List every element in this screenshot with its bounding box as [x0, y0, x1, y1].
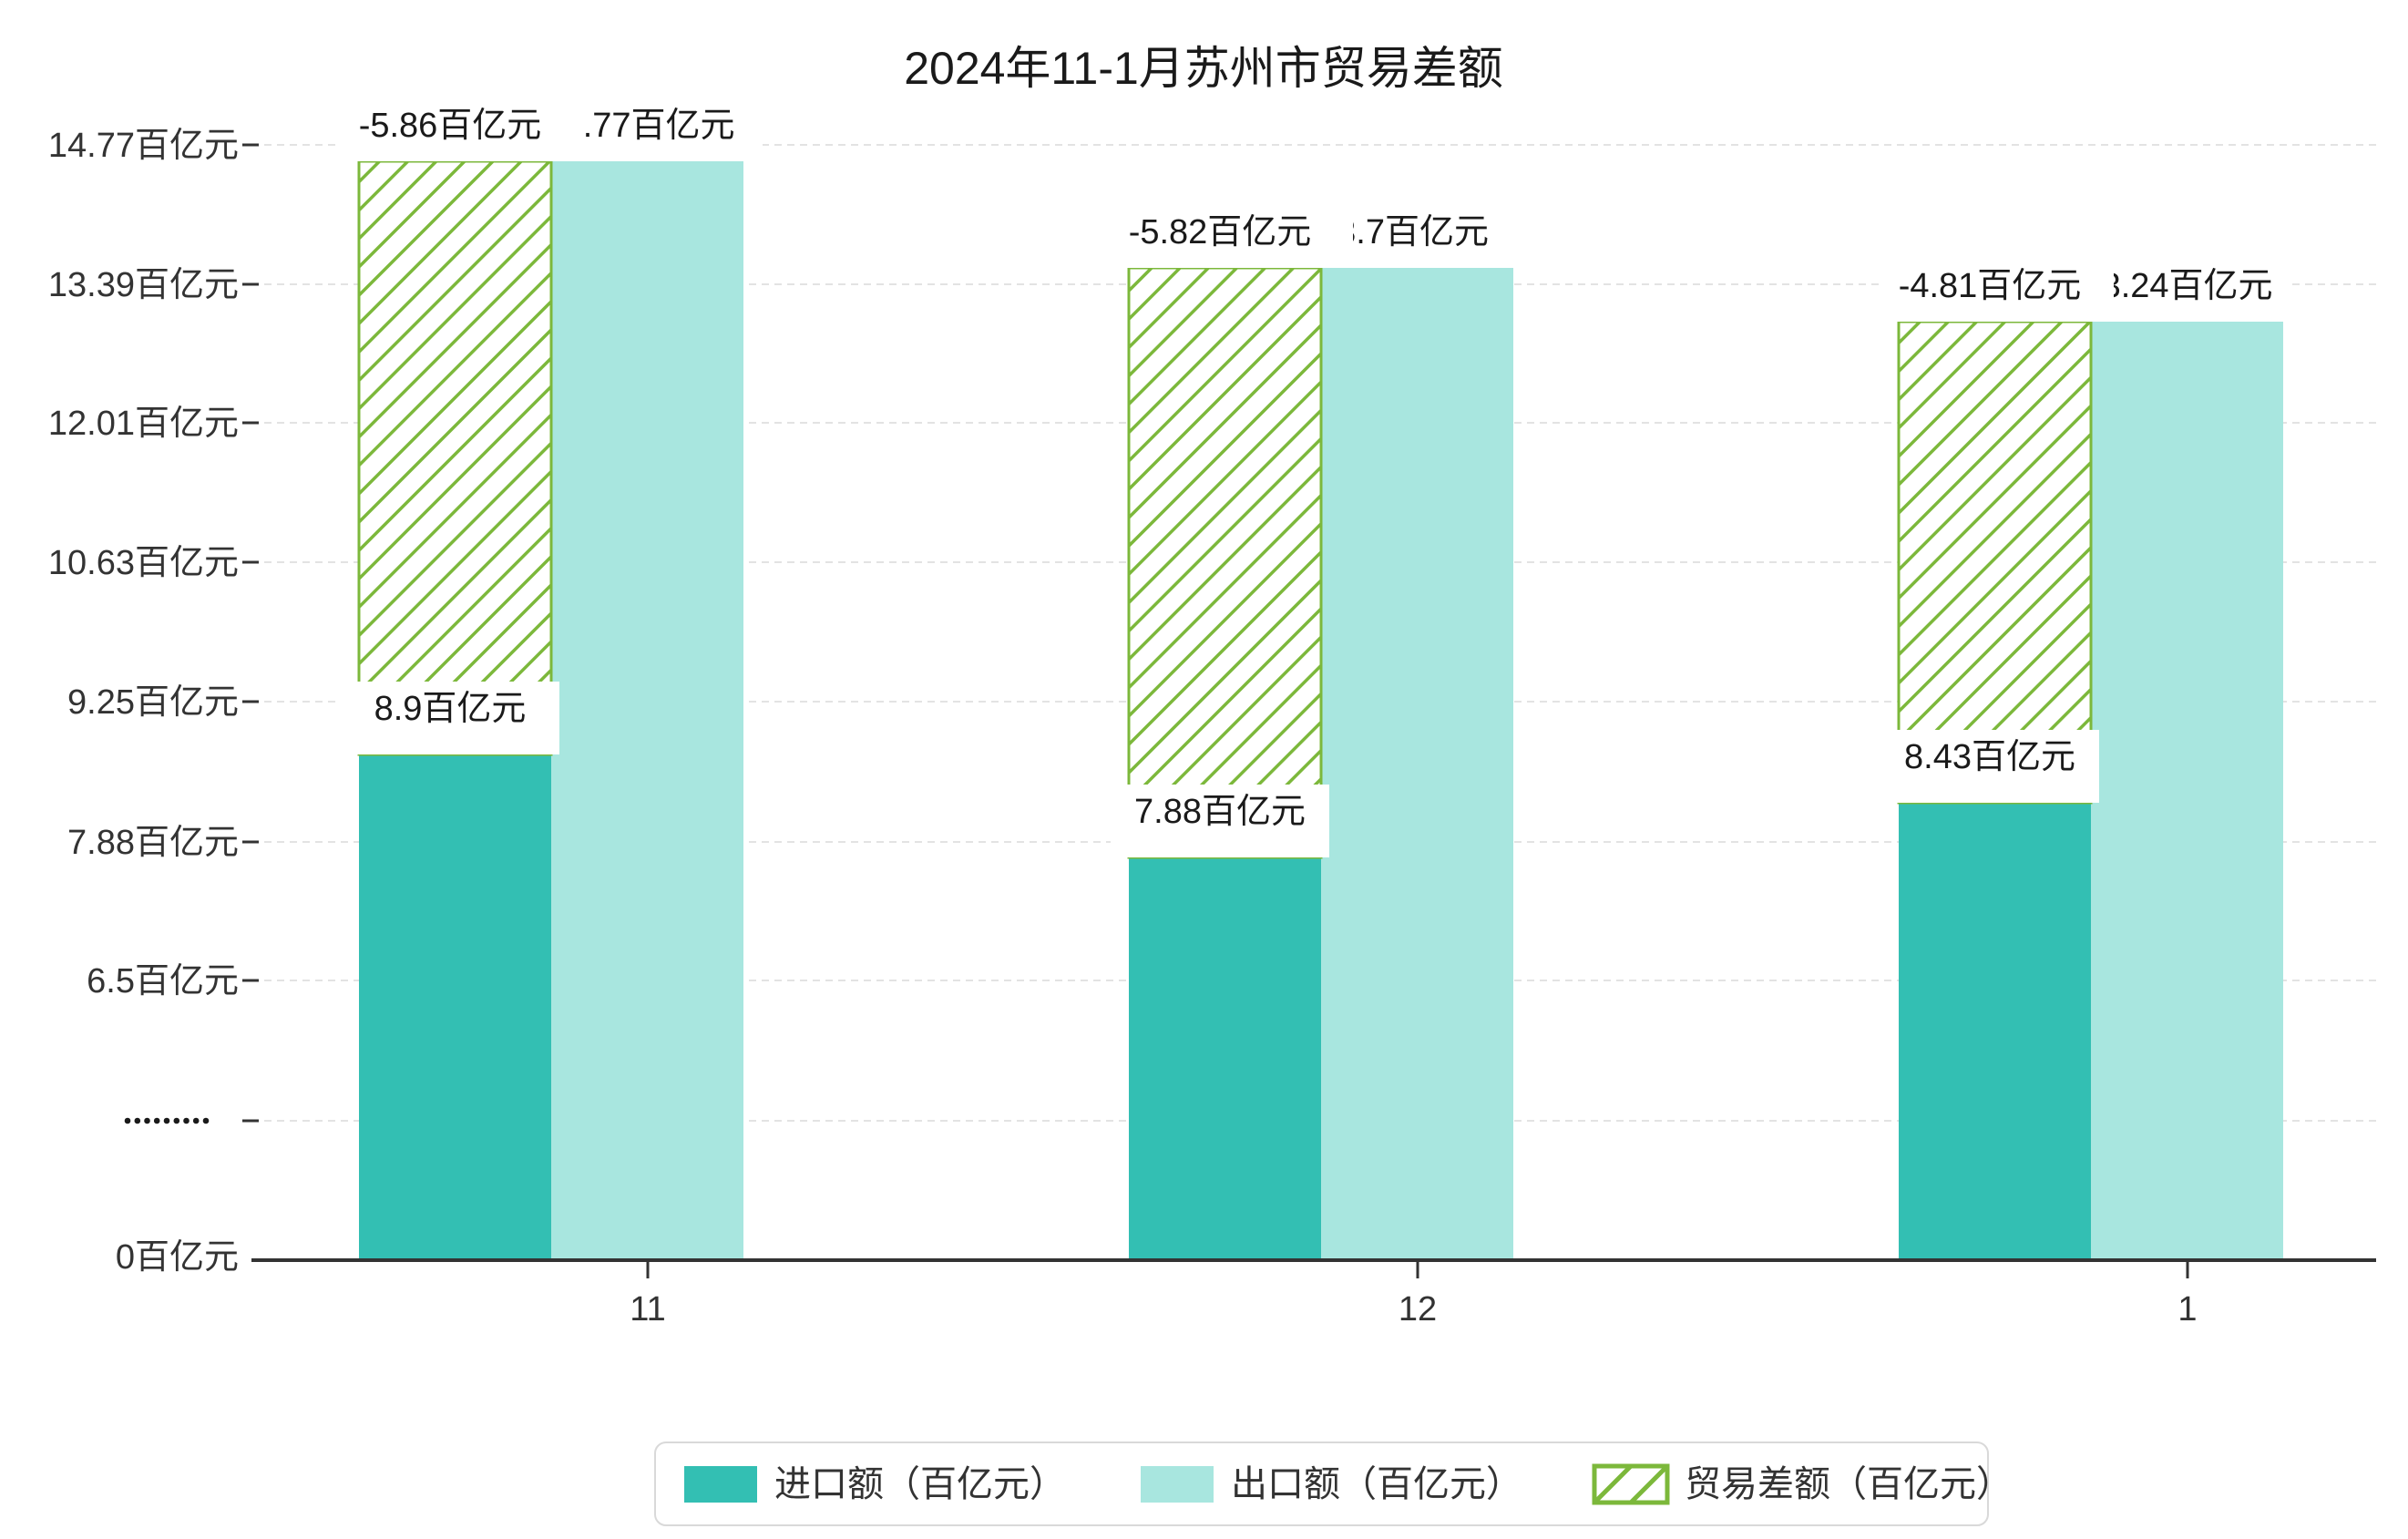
svg-text:8.9百亿元: 8.9百亿元 [374, 690, 527, 728]
svg-text:-4.81百亿元: -4.81百亿元 [1899, 267, 2082, 305]
svg-text:8.43百亿元: 8.43百亿元 [1904, 738, 2075, 776]
svg-text:6.5百亿元: 6.5百亿元 [87, 962, 239, 1000]
svg-text:进口额（百亿元）: 进口额（百亿元） [774, 1464, 1066, 1504]
svg-text:7.88百亿元: 7.88百亿元 [1134, 793, 1306, 831]
svg-text:10.63百亿元: 10.63百亿元 [48, 544, 239, 582]
svg-text:贸易差额（百亿元）: 贸易差额（百亿元） [1685, 1464, 2013, 1504]
svg-text:-5.86百亿元: -5.86百亿元 [359, 107, 542, 145]
svg-text:12.01百亿元: 12.01百亿元 [48, 405, 239, 443]
svg-text:9.25百亿元: 9.25百亿元 [67, 683, 239, 722]
svg-text:11: 11 [630, 1290, 665, 1329]
svg-text:1: 1 [2177, 1290, 2197, 1329]
svg-text:13.39百亿元: 13.39百亿元 [48, 266, 239, 304]
svg-text:12: 12 [1399, 1290, 1437, 1329]
svg-text:7.88百亿元: 7.88百亿元 [67, 824, 239, 862]
svg-text:-5.82百亿元: -5.82百亿元 [1129, 213, 1312, 251]
svg-text:出口额（百亿元）: 出口额（百亿元） [1231, 1464, 1522, 1504]
svg-text:0百亿元: 0百亿元 [116, 1238, 239, 1277]
svg-text:14.77百亿元: 14.77百亿元 [48, 127, 239, 165]
svg-text:2024年11-1月苏州市贸易差额: 2024年11-1月苏州市贸易差额 [904, 43, 1503, 94]
